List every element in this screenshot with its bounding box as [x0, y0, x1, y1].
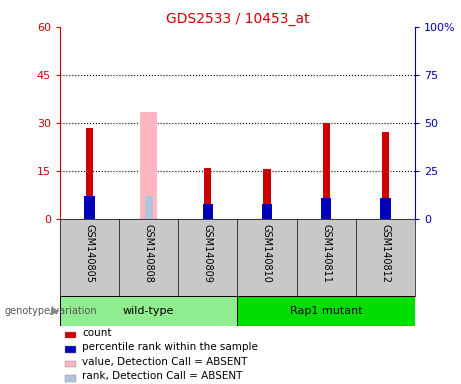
Bar [323, 123, 330, 219]
Bar [65, 346, 76, 353]
Text: genotype/variation: genotype/variation [5, 306, 97, 316]
Bar [237, 296, 415, 326]
Bar [86, 127, 93, 219]
Bar [204, 168, 212, 219]
Text: GSM140809: GSM140809 [203, 224, 213, 283]
Text: GSM140805: GSM140805 [84, 224, 95, 283]
Text: Rap1 mutant: Rap1 mutant [290, 306, 362, 316]
Bar [65, 375, 76, 382]
Text: GSM140808: GSM140808 [144, 224, 154, 283]
Text: count: count [82, 328, 112, 338]
Bar [145, 196, 153, 219]
Bar [202, 204, 213, 219]
Text: ▶: ▶ [51, 306, 59, 316]
Text: value, Detection Call = ABSENT: value, Detection Call = ABSENT [82, 357, 248, 367]
Bar [60, 296, 237, 326]
Text: GSM140811: GSM140811 [321, 224, 331, 283]
Text: wild-type: wild-type [123, 306, 174, 316]
Bar [65, 361, 76, 367]
Text: GSM140812: GSM140812 [380, 224, 390, 283]
Bar [65, 332, 76, 338]
Text: GSM140810: GSM140810 [262, 224, 272, 283]
Text: rank, Detection Call = ABSENT: rank, Detection Call = ABSENT [82, 371, 242, 381]
Text: percentile rank within the sample: percentile rank within the sample [82, 343, 258, 353]
Bar [321, 198, 331, 219]
Bar [262, 204, 272, 219]
Bar [380, 198, 390, 219]
Bar [84, 196, 95, 219]
Bar [141, 112, 157, 219]
Title: GDS2533 / 10453_at: GDS2533 / 10453_at [165, 12, 309, 26]
Bar [382, 132, 389, 219]
Bar [263, 169, 271, 219]
